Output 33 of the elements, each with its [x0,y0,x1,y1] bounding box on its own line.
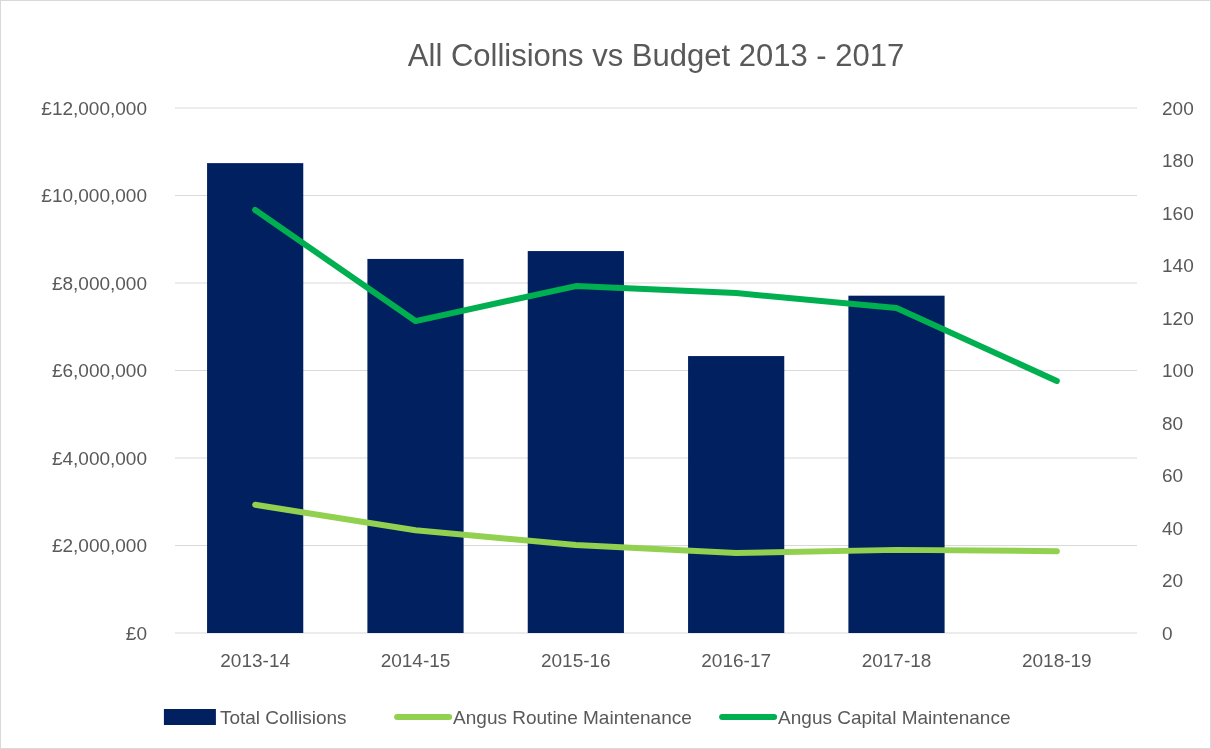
y2-tick-label: 100 [1162,360,1194,382]
x-tick-label: 2014-15 [380,650,451,671]
x-tick-label: 2013-14 [220,650,291,671]
y2-tick-label: 180 [1162,150,1194,172]
chart-title: All Collisions vs Budget 2013 - 2017 [407,38,905,73]
bar [367,258,464,633]
y-tick-label: £10,000,000 [41,185,147,207]
x-tick-label: 2016-17 [701,650,772,671]
y2-tick-label: 20 [1162,570,1184,592]
legend-label: Total Collisions [219,706,347,728]
y2-tick-label: 80 [1162,412,1184,434]
y2-tick-label: 200 [1162,97,1194,119]
bar [688,356,785,633]
bar [527,251,624,633]
y2-tick-label: 40 [1162,517,1184,539]
y-tick-label: £8,000,000 [51,272,147,294]
x-tick-label: 2015-16 [540,650,611,671]
y2-tick-label: 140 [1162,255,1194,277]
bar [207,163,304,633]
legend-label: Angus Routine Maintenance [453,706,692,728]
y2-tick-label: 120 [1162,307,1194,329]
y2-tick-label: 160 [1162,202,1194,224]
y-tick-label: £0 [125,622,147,644]
y2-tick-label: 60 [1162,465,1184,487]
y-tick-label: £4,000,000 [51,447,147,469]
y-tick-label: £2,000,000 [51,535,147,557]
bar [848,295,945,633]
legend-label: Angus Capital Maintenance [778,706,1011,728]
y2-tick-label: 0 [1162,622,1173,644]
y-tick-label: £6,000,000 [51,360,147,382]
y-tick-label: £12,000,000 [41,97,147,119]
x-tick-label: 2018-19 [1021,650,1092,671]
x-tick-label: 2017-18 [861,650,932,671]
